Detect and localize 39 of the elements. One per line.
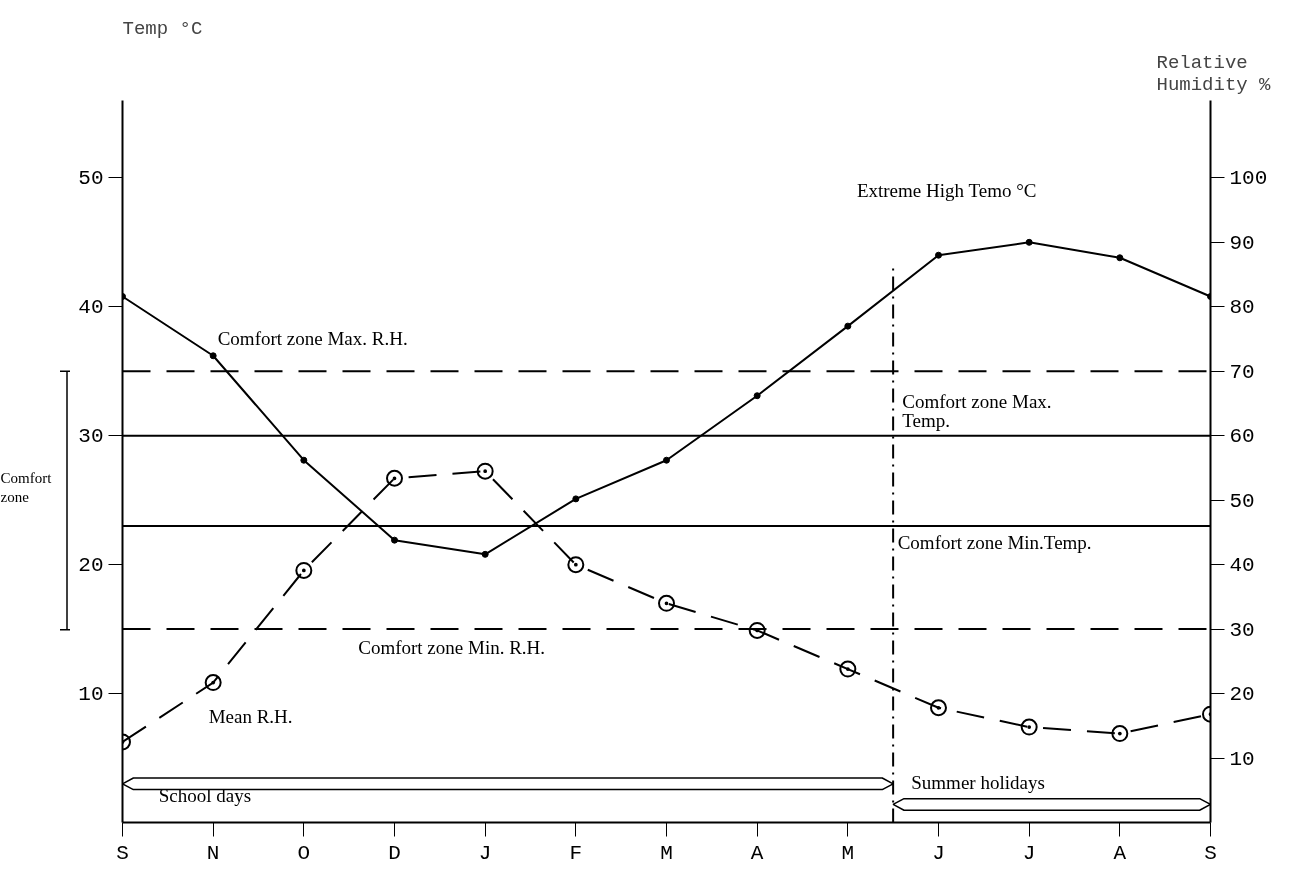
y-tick-label: 40 xyxy=(78,296,104,320)
y2-tick-label: 60 xyxy=(1229,425,1255,449)
text: Extreme High Temo °C xyxy=(856,180,1037,202)
y-tick-label: 50 xyxy=(78,167,104,191)
y-tick-label: 10 xyxy=(78,683,104,707)
ref-line-label: Comfort zone Max. R.H. xyxy=(217,327,408,349)
x-tick-label: M xyxy=(660,841,673,865)
y2-tick-label: 50 xyxy=(1229,489,1255,513)
y-tick-label: 30 xyxy=(78,425,104,449)
x-tick-label: F xyxy=(569,841,583,865)
x-tick-label: J xyxy=(932,841,945,865)
ref-line-label: Comfort zone Min. R.H. xyxy=(358,636,546,658)
y2-tick-label: 20 xyxy=(1229,683,1255,707)
ref-line-label: Comfort zone Max. Temp. xyxy=(902,390,1052,431)
x-tick-label: O xyxy=(297,841,311,865)
x-tick-label: J xyxy=(1022,841,1036,865)
annotation: School days xyxy=(158,785,252,807)
y2-tick-label: 70 xyxy=(1229,360,1255,384)
annotation: Summer holidays xyxy=(911,771,1045,793)
x-tick-label: M xyxy=(841,841,855,865)
series-label: Mean R.H. xyxy=(208,705,293,727)
y2-tick-label: 80 xyxy=(1229,296,1255,320)
x-tick-label: S xyxy=(1204,841,1217,865)
x-tick-label: S xyxy=(116,841,129,865)
y2-tick-label: 10 xyxy=(1229,747,1255,771)
y2-tick-label: 40 xyxy=(1229,554,1255,578)
y-tick-label: 20 xyxy=(78,554,104,578)
x-tick-label: A xyxy=(1113,841,1127,865)
ref-line-label: Comfort zone Min.Temp. xyxy=(897,532,1092,554)
y2-tick-label: 30 xyxy=(1229,618,1255,642)
x-tick-label: D xyxy=(388,841,401,865)
y2-tick-label: 90 xyxy=(1229,231,1255,255)
y-axis-title: Temp °C xyxy=(122,17,203,40)
y2-tick-label: 100 xyxy=(1229,167,1268,191)
y2-axis-title: Relative Humidity % xyxy=(1156,51,1272,96)
text: Comfort zone xyxy=(0,470,53,506)
x-tick-label: A xyxy=(750,841,764,865)
x-tick-label: N xyxy=(206,841,220,865)
x-tick-label: J xyxy=(478,841,492,865)
